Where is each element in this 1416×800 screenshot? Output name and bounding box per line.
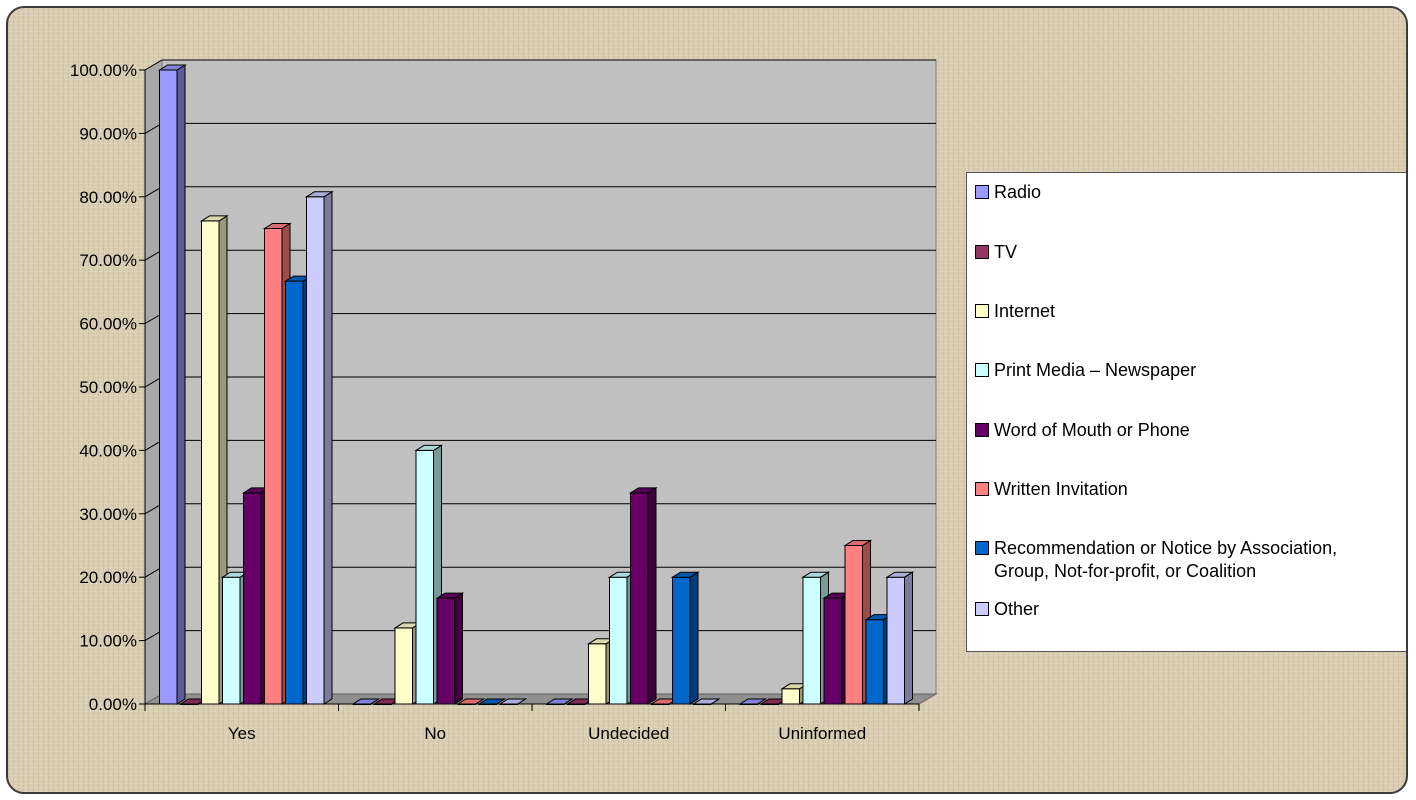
bar-front: [285, 280, 304, 705]
bar-top: [843, 540, 873, 546]
y-tick-label: 70.00%: [79, 251, 137, 270]
legend-label: Recommendation or Notice by Association,…: [994, 538, 1338, 581]
legend-swatch: [975, 541, 989, 555]
bar: [670, 571, 700, 705]
gridline: [144, 59, 936, 71]
bar-front: [201, 220, 220, 705]
bar-front: [588, 643, 607, 705]
bar-top: [885, 571, 915, 578]
bar-front: [243, 492, 262, 705]
legend-swatch: [975, 245, 989, 259]
bar-top: [304, 191, 334, 198]
legend: Radio TV Internet Print Media – Newspaper Wo…: [966, 172, 1406, 652]
y-tick-label: 30.00%: [79, 505, 137, 524]
x-tick-label: Yes: [228, 724, 256, 743]
bar-front: [306, 196, 325, 705]
bar-chart: 0.00% 10.00% 20.00% 30.00% 40.00% 50.00% 60.00…: [70, 59, 938, 743]
legend-item: Other: [975, 598, 1406, 621]
legend-label: Other: [994, 599, 1040, 619]
bar-front: [781, 688, 800, 705]
y-tick-label: 40.00%: [79, 441, 137, 460]
bar-front: [415, 449, 434, 705]
y-tick-label: 10.00%: [79, 632, 137, 651]
y-tick-label: 20.00%: [79, 568, 137, 587]
bar-side: [176, 64, 186, 705]
legend-label: Written Invitation: [994, 479, 1128, 499]
legend-label: Word of Mouth or Phone: [994, 420, 1190, 440]
legend-swatch: [975, 304, 989, 318]
bar-side: [323, 190, 333, 705]
legend-item: Print Media – Newspaper: [975, 359, 1406, 382]
bar-front: [222, 576, 241, 705]
bar-top: [262, 223, 292, 229]
bar-side: [689, 571, 699, 705]
bar-top: [157, 64, 187, 71]
bar: [414, 444, 444, 705]
bar-front: [630, 492, 649, 705]
legend-label: Internet: [994, 301, 1056, 321]
bar: [738, 698, 768, 705]
bar-front: [672, 576, 691, 705]
bar-front: [886, 576, 905, 705]
legend-swatch: [975, 185, 989, 199]
bar-side: [904, 571, 913, 705]
x-tick-labels: Yes No Undecided Uninformed: [228, 724, 866, 743]
y-tick-label: 60.00%: [79, 315, 137, 334]
bar-top: [628, 487, 658, 494]
bar-front: [844, 545, 863, 705]
legend-swatch: [975, 602, 989, 616]
legend-swatch: [975, 423, 989, 437]
y-tick-label: 80.00%: [79, 188, 137, 207]
legend-swatch: [975, 363, 989, 377]
legend-swatch: [975, 482, 989, 496]
bar-front: [264, 228, 283, 705]
legend-label: TV: [994, 242, 1018, 262]
y-tick-labels: 0.00% 10.00% 20.00% 30.00% 40.00% 50.00% 60.00…: [70, 61, 137, 714]
bar-side: [647, 486, 657, 705]
bar-top: [670, 571, 700, 578]
y-tick-label: 0.00%: [89, 695, 137, 714]
bar-top: [414, 444, 444, 451]
legend-label: Radio: [994, 182, 1042, 202]
legend-item: Radio: [975, 181, 1406, 204]
bar-side: [454, 592, 463, 705]
bar: [199, 214, 229, 705]
chart-frame: 0.00% 10.00% 20.00% 30.00% 40.00% 50.00% 60.00…: [6, 6, 1408, 794]
y-tick-label: 90.00%: [79, 124, 137, 143]
bar-front: [865, 619, 884, 705]
y-tick-label: 100.00%: [70, 61, 137, 80]
legend-item: TV: [975, 241, 1406, 264]
legend-item: Word of Mouth or Phone: [975, 419, 1406, 442]
x-tick-label: Uninformed: [778, 724, 866, 743]
y-tick-label: 50.00%: [79, 378, 137, 397]
bar: [801, 571, 831, 705]
x-tick-label: No: [424, 724, 446, 743]
legend-label: Print Media – Newspaper: [994, 360, 1197, 380]
bar: [435, 592, 465, 705]
bar-front: [802, 576, 821, 705]
x-tick-label: Undecided: [588, 724, 669, 743]
bar: [157, 64, 187, 705]
bar-top: [435, 592, 465, 599]
bar: [885, 571, 915, 705]
bar: [628, 486, 658, 705]
bar-front: [823, 597, 842, 705]
legend-item: Internet: [975, 300, 1406, 323]
bar: [304, 190, 334, 705]
bar-top: [199, 215, 229, 222]
axes: [139, 69, 920, 711]
bars: [157, 64, 915, 705]
bar-front: [609, 576, 628, 705]
bar-front: [436, 597, 455, 705]
bar-top: [801, 571, 831, 578]
legend-item: Recommendation or Notice by Association,…: [975, 537, 1406, 583]
bar-front: [394, 627, 413, 705]
legend-item: Written Invitation: [975, 478, 1406, 501]
bar-front: [159, 69, 178, 705]
